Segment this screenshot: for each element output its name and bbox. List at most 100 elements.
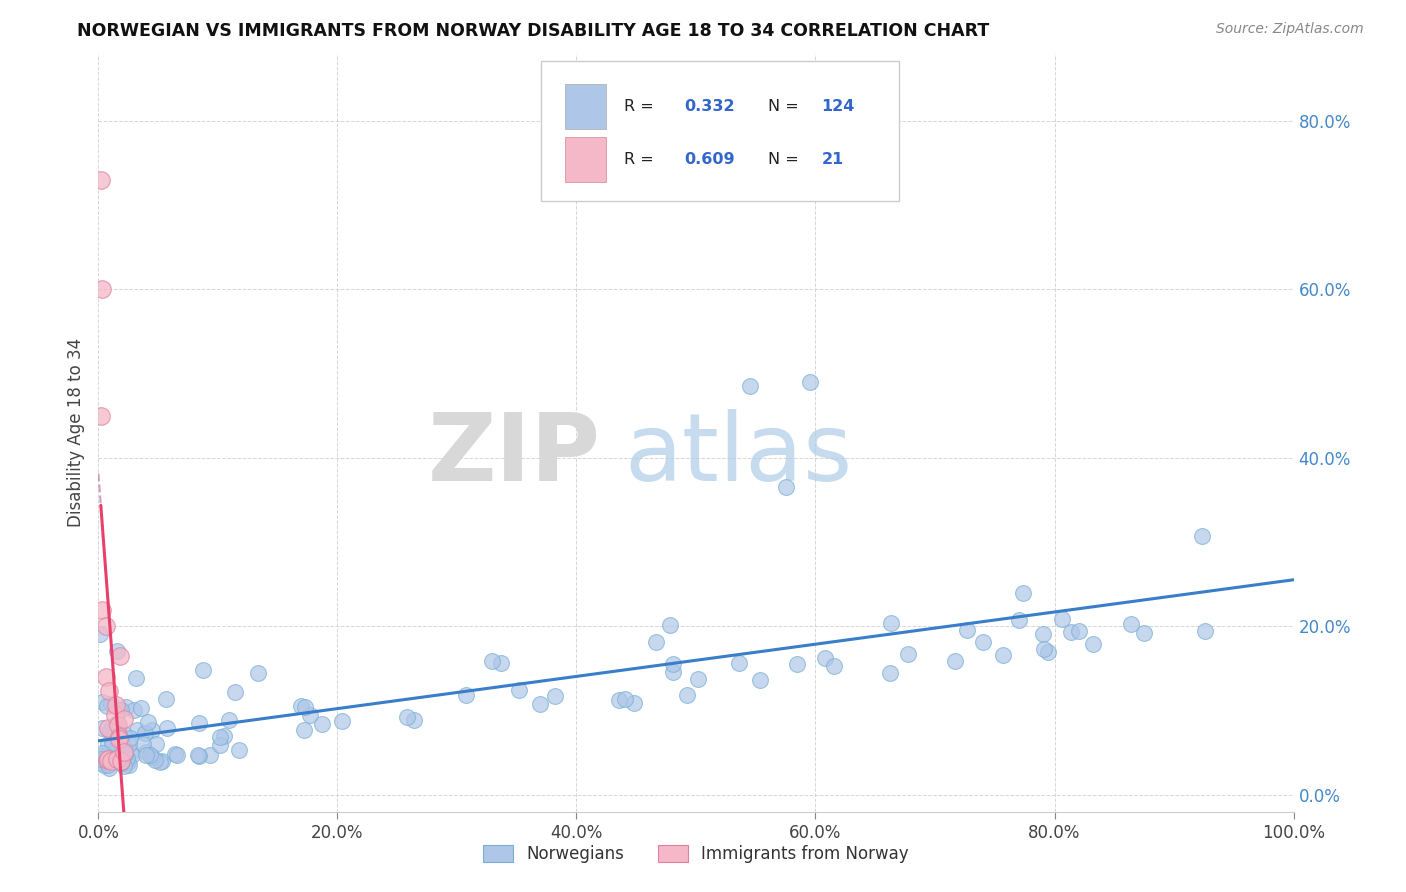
Point (141, 723, 163, 737)
Point (90, 173, 112, 187)
Point (104, 707, 127, 722)
Point (292, 723, 315, 738)
Point (97, 721, 120, 735)
Point (125, 723, 148, 738)
Point (676, 688, 699, 702)
Point (112, 745, 135, 759)
Bar (565, 137, 606, 183)
Point (118, 731, 141, 745)
Point (814, 651, 837, 665)
Point (1191, 529, 1213, 543)
Point (1133, 625, 1156, 640)
Text: ZIP: ZIP (427, 409, 600, 501)
Point (91, 602, 114, 616)
Point (90, 721, 112, 735)
Point (111, 744, 134, 758)
Point (943, 654, 966, 668)
Point (117, 755, 139, 769)
Legend: Norwegians, Immigrants from Norway: Norwegians, Immigrants from Norway (478, 839, 914, 868)
Text: 124: 124 (821, 99, 855, 114)
Text: R =: R = (624, 99, 654, 114)
Point (661, 665, 683, 680)
Point (645, 634, 668, 648)
Point (155, 692, 177, 706)
Point (105, 716, 128, 731)
Point (200, 748, 222, 763)
Point (89, 748, 111, 763)
Point (108, 732, 131, 747)
Point (108, 730, 131, 744)
Point (659, 617, 682, 632)
Point (879, 665, 901, 680)
Point (299, 707, 322, 722)
Point (103, 723, 125, 738)
Point (1008, 614, 1031, 628)
Point (544, 689, 567, 703)
Point (1121, 617, 1143, 632)
Point (823, 659, 845, 673)
Point (224, 685, 246, 699)
Point (94, 670, 117, 684)
Point (91, 282, 114, 296)
Point (93, 758, 115, 772)
Point (529, 698, 551, 712)
Point (135, 747, 157, 762)
Point (481, 654, 503, 668)
Text: 0.609: 0.609 (685, 153, 735, 167)
Point (786, 657, 808, 671)
Point (105, 751, 128, 765)
Point (193, 663, 215, 677)
Point (111, 734, 134, 748)
Point (1032, 627, 1054, 641)
Point (775, 480, 797, 494)
Point (112, 748, 135, 763)
Point (1036, 645, 1059, 659)
Point (114, 699, 136, 714)
Point (1194, 624, 1216, 638)
Point (607, 693, 630, 707)
Point (107, 644, 129, 658)
Point (114, 747, 136, 761)
Point (98, 684, 121, 698)
Point (212, 729, 235, 743)
Point (1060, 625, 1083, 640)
Point (90, 756, 112, 771)
Point (118, 737, 141, 751)
Point (112, 727, 135, 741)
Point (98, 724, 121, 739)
Text: N =: N = (768, 153, 799, 167)
Point (1032, 641, 1054, 656)
Point (1067, 624, 1090, 639)
Point (107, 718, 129, 732)
Point (117, 755, 139, 769)
Y-axis label: Disability Age 18 to 34: Disability Age 18 to 34 (66, 338, 84, 527)
Bar (565, 84, 606, 129)
Point (98, 761, 121, 775)
Point (149, 755, 172, 769)
Point (454, 689, 477, 703)
Point (396, 710, 419, 724)
Point (897, 647, 920, 661)
Point (96, 753, 118, 767)
Point (218, 714, 240, 728)
Point (491, 656, 513, 670)
Point (91, 746, 114, 760)
Point (228, 743, 250, 757)
Text: Source: ZipAtlas.com: Source: ZipAtlas.com (1216, 22, 1364, 37)
Point (97, 752, 120, 766)
Point (110, 649, 132, 664)
Point (143, 753, 166, 767)
Point (112, 759, 135, 773)
FancyBboxPatch shape (541, 62, 900, 202)
Text: N =: N = (768, 99, 799, 114)
Text: atlas: atlas (624, 409, 852, 501)
Point (1083, 636, 1105, 650)
Point (508, 683, 530, 698)
Point (125, 671, 148, 685)
Point (188, 715, 211, 730)
Point (330, 714, 353, 728)
Point (90, 409, 112, 423)
Point (290, 698, 312, 713)
Point (993, 648, 1015, 663)
Point (90, 694, 112, 708)
